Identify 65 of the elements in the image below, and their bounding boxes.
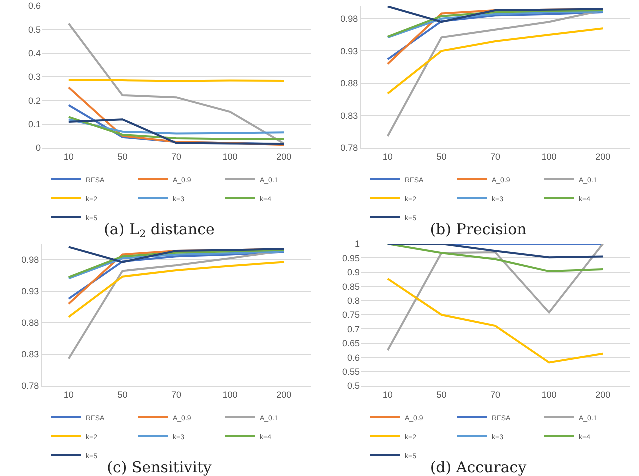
y-tick-label: 0.83 [22,350,40,360]
y-tick-label: 0.5 [347,381,360,392]
line-series [386,28,604,95]
y-tick-label: 0.95 [342,253,360,264]
y-tick-label: 0.4 [28,48,41,58]
text: (d) Accuracy [430,458,528,476]
x-tick-label: 50 [118,390,128,400]
x-tick-label: 70 [171,390,182,400]
x-tick-label: 200 [276,390,292,400]
y-tick-label: 0.1 [28,119,41,130]
y-tick-label: 0.55 [342,366,360,377]
y-tick-label: 0.65 [342,338,360,349]
y-tick-label: 0.5 [28,24,41,35]
y-tick-label: 0.2 [28,96,41,106]
line-series [68,261,286,318]
line-series [386,6,604,24]
y-tick-label: 0.88 [340,78,358,89]
y-tick-label: 0.3 [28,72,41,82]
x-tick-label: 200 [596,152,611,162]
line-series [386,244,604,273]
y-tick-label: 0.98 [22,254,40,265]
x-tick-label: 10 [382,390,393,400]
x-tick-label: 10 [64,152,74,162]
x-tick-label: 200 [596,390,611,400]
x-tick-label: 100 [542,390,557,400]
y-tick-label: 0.75 [342,310,360,320]
text: (c) Sensitivity [107,458,212,476]
y-tick-label: 0.8 [347,296,360,306]
x-tick-label: 70 [490,152,501,162]
y-tick-label: 0.78 [22,381,40,392]
x-tick-label: 70 [490,390,501,400]
x-tick-label: 100 [542,152,557,162]
y-tick-label: 0.7 [347,324,360,334]
line-series [386,278,604,364]
line-series [386,244,604,259]
x-tick-label: 100 [222,390,238,400]
y-tick-label: 0.98 [340,14,358,24]
line-series [68,118,286,135]
x-tick-label: 50 [118,152,128,162]
y-tick-label: 0.93 [22,286,40,296]
x-tick-label: 200 [276,152,292,162]
y-tick-label: 0.93 [340,46,358,56]
y-tick-label: 0.6 [28,1,41,12]
x-tick-label: 10 [382,152,393,162]
line-series [68,118,286,145]
line-series [68,22,286,145]
x-tick-label: 10 [64,390,74,400]
x-tick-label: 100 [222,152,238,162]
text: (b) Precision [430,220,528,238]
y-tick-label: 0 [36,143,41,154]
y-tick-label: 1 [354,239,360,250]
line-series [386,244,604,352]
line-series [68,116,286,140]
y-tick-label: 0.83 [340,110,358,121]
y-tick-label: 0.85 [342,282,360,292]
line-series [68,86,286,146]
y-tick-label: 0.88 [22,318,40,328]
line-series [68,246,286,264]
text: (a) L$_{2}$ distance [104,220,216,241]
x-tick-label: 70 [171,152,182,162]
x-tick-label: 50 [436,390,447,400]
y-tick-label: 0.9 [347,268,360,278]
y-tick-label: 0.78 [340,143,358,154]
y-tick-label: 0.6 [347,352,360,363]
x-tick-label: 50 [436,152,447,162]
